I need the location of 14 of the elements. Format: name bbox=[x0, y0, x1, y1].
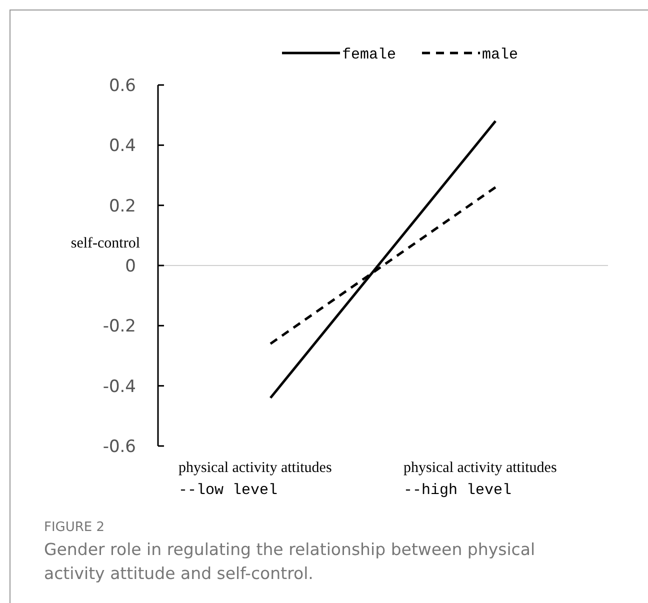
y-tick-label: 0 bbox=[125, 256, 136, 276]
y-tick-label: 0.4 bbox=[108, 136, 136, 156]
y-tick-label: 0.6 bbox=[108, 76, 136, 96]
x-tick-label: physical activity attitudes --low level bbox=[178, 460, 332, 499]
y-tick-label: 0.2 bbox=[108, 196, 136, 216]
y-tick-label: -0.6 bbox=[102, 436, 136, 457]
y-tick-label: -0.4 bbox=[102, 376, 136, 397]
y-axis-title: self-control bbox=[70, 235, 140, 252]
x-tick-label: physical activity attitudes --high level bbox=[404, 460, 557, 499]
y-tick-label: -0.2 bbox=[102, 316, 136, 337]
text: Gender role in regulating the relationship between physical activity attitude and self-control. bbox=[44, 540, 536, 583]
legend-label: male bbox=[482, 46, 518, 64]
legend-label: female bbox=[342, 46, 396, 64]
caption: FIGURE 2 bbox=[44, 520, 105, 535]
